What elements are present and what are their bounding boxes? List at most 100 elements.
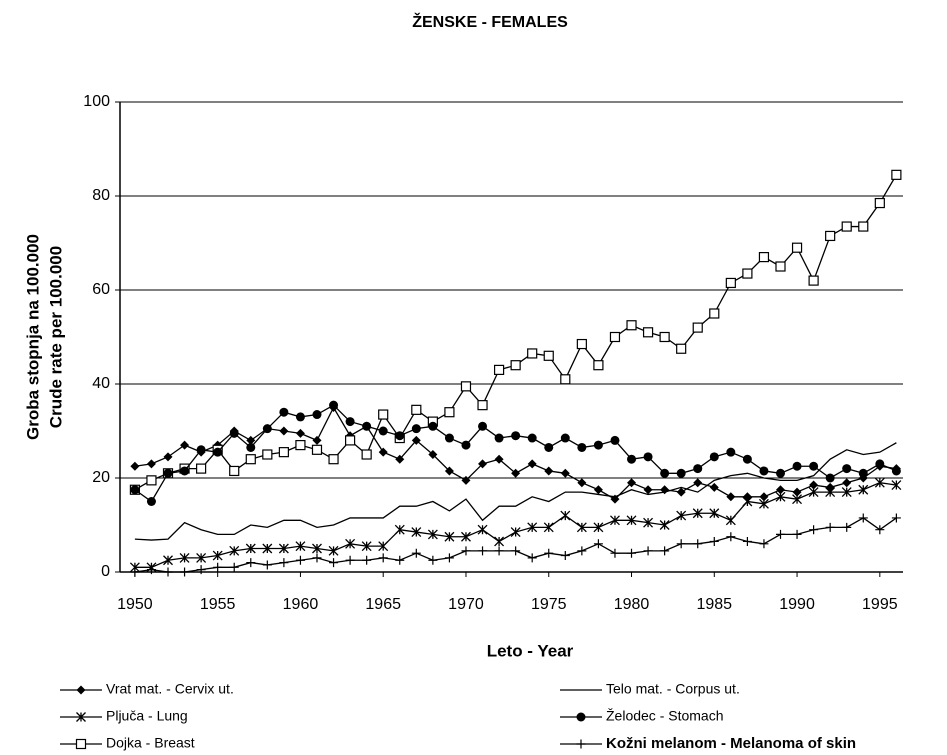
marker: [776, 529, 786, 539]
marker: [676, 343, 687, 354]
marker: [378, 447, 388, 457]
marker: [395, 555, 405, 565]
marker: [759, 492, 769, 502]
marker: [246, 442, 256, 452]
marker: [163, 468, 173, 478]
marker: [477, 524, 488, 535]
marker: [858, 484, 869, 495]
y-tick-label: 40: [92, 375, 110, 392]
marker: [543, 350, 554, 361]
marker: [362, 555, 372, 565]
marker: [494, 433, 504, 443]
marker: [560, 374, 571, 385]
marker: [196, 463, 207, 474]
x-tick-label: 1960: [283, 596, 319, 613]
marker: [279, 426, 289, 436]
marker: [709, 482, 719, 492]
marker: [627, 478, 637, 488]
marker: [808, 275, 819, 286]
marker: [444, 466, 454, 476]
marker: [444, 531, 455, 542]
marker: [858, 468, 868, 478]
marker: [891, 169, 902, 180]
marker: [212, 550, 223, 561]
marker: [659, 520, 670, 530]
marker: [295, 428, 305, 438]
marker: [627, 548, 637, 558]
marker: [345, 417, 355, 427]
marker: [378, 541, 389, 552]
x-tick-label: 1965: [365, 596, 401, 613]
marker: [130, 461, 140, 471]
marker: [262, 543, 273, 554]
marker: [726, 492, 736, 502]
marker: [229, 428, 239, 438]
marker: [874, 477, 885, 488]
legend-label: Dojka - Breast: [106, 735, 195, 751]
marker: [344, 435, 356, 446]
marker: [461, 546, 471, 556]
marker: [146, 475, 157, 486]
x-tick-label: 1990: [779, 596, 815, 613]
marker: [758, 498, 769, 509]
marker: [511, 468, 521, 478]
marker: [709, 536, 719, 546]
marker: [593, 539, 603, 549]
marker: [626, 515, 637, 526]
marker: [610, 548, 620, 558]
y-tick-label: 60: [92, 281, 110, 298]
marker: [196, 445, 206, 455]
marker: [411, 527, 422, 538]
marker: [245, 454, 256, 465]
marker: [825, 230, 836, 242]
marker: [146, 459, 156, 469]
marker: [709, 452, 719, 462]
x-tick-label: 1985: [696, 596, 732, 613]
x-tick-label: 1975: [531, 596, 567, 613]
marker: [775, 491, 786, 502]
marker: [809, 480, 819, 490]
x-tick-label: 1995: [862, 596, 898, 613]
marker: [163, 452, 173, 462]
marker: [692, 508, 703, 519]
marker: [693, 478, 703, 488]
marker: [494, 454, 504, 464]
marker: [411, 548, 421, 558]
marker: [560, 468, 570, 478]
marker: [791, 242, 803, 253]
marker: [808, 487, 819, 498]
marker: [395, 454, 405, 464]
marker: [362, 421, 372, 431]
marker: [643, 452, 653, 462]
y-tick-label: 20: [92, 469, 110, 486]
marker: [295, 412, 305, 422]
marker: [825, 473, 835, 483]
marker: [642, 327, 654, 338]
marker: [130, 485, 140, 495]
marker: [229, 545, 240, 556]
marker: [610, 435, 620, 445]
marker: [742, 496, 753, 507]
marker: [725, 515, 736, 526]
marker: [660, 546, 670, 556]
marker: [179, 552, 190, 563]
marker: [345, 538, 356, 549]
marker: [842, 522, 852, 532]
marker: [776, 485, 786, 495]
y-axis-label: Groba stopnja na 100.000: [23, 234, 42, 440]
marker: [643, 485, 653, 495]
marker: [163, 555, 173, 566]
marker: [411, 424, 421, 434]
marker: [295, 555, 305, 565]
marker: [493, 364, 505, 375]
marker: [792, 494, 803, 505]
marker: [825, 487, 836, 498]
marker: [693, 464, 703, 474]
marker: [180, 440, 190, 450]
marker: [278, 543, 289, 554]
marker: [809, 461, 819, 471]
marker: [312, 543, 322, 554]
marker: [444, 407, 455, 418]
